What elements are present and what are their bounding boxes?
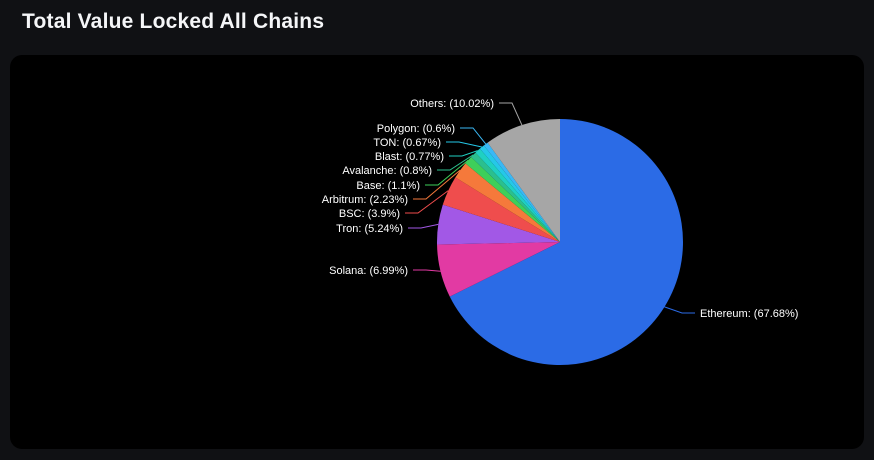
- pie-label-bsc: BSC: (3.9%): [339, 208, 400, 220]
- pie-label-blast: Blast: (0.77%): [375, 151, 444, 163]
- pie-label-others: Others: (10.02%): [410, 98, 494, 110]
- chart-panel: [10, 55, 864, 449]
- pie-leader-ethereum: [664, 306, 695, 314]
- pie-leader-tron: [408, 223, 439, 229]
- pie-slice-others[interactable]: [487, 119, 560, 242]
- pie-slice-bsc[interactable]: [442, 177, 560, 242]
- pie-slice-ethereum[interactable]: [449, 119, 683, 365]
- pie-labels: Ethereum: (67.68%) Solana: (6.99%) Tron: (…: [322, 98, 799, 320]
- pie-label-arbitrum: Arbitrum: (2.23%): [322, 194, 408, 206]
- pie-slice-tron[interactable]: [437, 204, 560, 245]
- pie-leader-base: [425, 159, 469, 186]
- pie-leader-solana: [413, 269, 441, 272]
- pie-label-solana: Solana: (6.99%): [329, 265, 408, 277]
- pie-slice-base[interactable]: [465, 157, 560, 242]
- pie-slice-polygon[interactable]: [483, 142, 560, 242]
- chart-header: Total Value Locked All Chains: [0, 0, 874, 44]
- pie-leader-blast: [449, 150, 478, 157]
- pie-slice-arbitrum[interactable]: [455, 163, 560, 242]
- pie-label-tron: Tron: (5.24%): [336, 223, 403, 235]
- pie-slice-avalanche[interactable]: [471, 152, 560, 242]
- pie-leader-arbitrum: [413, 169, 461, 200]
- pie-slices: [437, 119, 683, 365]
- pie-slice-solana[interactable]: [437, 242, 560, 297]
- pie-label-avalanche: Avalanche: (0.8%): [342, 165, 432, 177]
- pie-leader-lines: [405, 102, 695, 314]
- pie-leader-polygon: [460, 127, 487, 145]
- pie-label-ethereum: Ethereum: (67.68%): [700, 308, 798, 320]
- pie-slice-ton[interactable]: [479, 145, 560, 242]
- pie-leader-others: [499, 102, 523, 126]
- page-title: Total Value Locked All Chains: [22, 10, 325, 33]
- pie-leader-ton: [446, 141, 482, 148]
- pie-label-polygon: Polygon: (0.6%): [377, 123, 455, 135]
- pie-leader-avalanche: [437, 154, 474, 171]
- pie-slice-blast[interactable]: [475, 148, 560, 242]
- pie-label-base: Base: (1.1%): [356, 180, 420, 192]
- pie-label-ton: TON: (0.67%): [373, 137, 441, 149]
- pie-leader-bsc: [405, 190, 449, 214]
